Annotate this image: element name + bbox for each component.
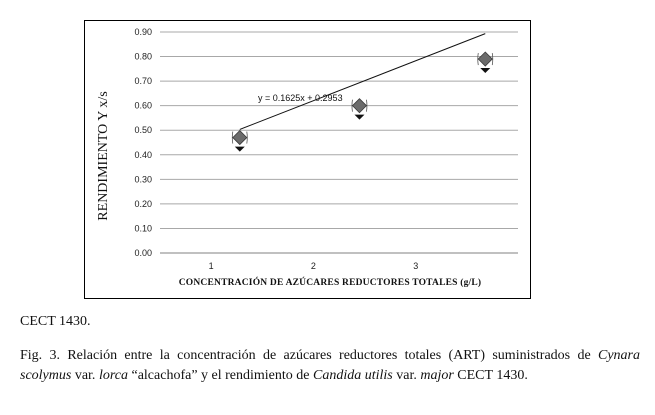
arrow-down-icon bbox=[354, 114, 365, 120]
data-point bbox=[477, 51, 494, 74]
diamond-marker bbox=[477, 51, 493, 67]
diamond-marker bbox=[351, 98, 368, 114]
arrow-down-icon bbox=[480, 68, 491, 74]
y-tick-label: 0.00 bbox=[134, 248, 152, 258]
caption-part: Fig. 3. Relación entre la concentración … bbox=[20, 348, 598, 363]
scatter-chart: 0.00 0.10 0.20 0.30 0.40 0.50 0.60 0.70 0.80 0.90… bbox=[96, 27, 518, 288]
x-tick-label: 2 bbox=[311, 261, 316, 271]
caption-part: “alcachofa” y el rendimiento de bbox=[127, 368, 313, 383]
x-tick-label: 3 bbox=[413, 261, 418, 271]
data-point bbox=[231, 130, 248, 152]
diamond-marker bbox=[232, 130, 248, 146]
caption-variety: lorca bbox=[98, 368, 128, 383]
y-tick-label: 0.20 bbox=[134, 199, 152, 209]
y-tick-label: 0.10 bbox=[134, 223, 152, 233]
x-tick-label: 1 bbox=[209, 261, 214, 271]
y-tick-label: 0.50 bbox=[134, 125, 152, 135]
x-axis-title: CONCENTRACIÓN DE AZÚCARES REDUCTORES TOT… bbox=[179, 276, 482, 288]
y-tick-label: 0.60 bbox=[134, 101, 152, 111]
figure-caption: Fig. 3. Relación entre la concentración … bbox=[20, 346, 640, 386]
data-point bbox=[351, 98, 368, 120]
caption-part: var. bbox=[71, 368, 99, 383]
y-tick-label: 0.40 bbox=[134, 150, 152, 160]
y-tick-label: 0.70 bbox=[134, 76, 152, 86]
y-tick-label: 0.30 bbox=[134, 174, 152, 184]
caption-part: CECT 1430. bbox=[453, 368, 528, 383]
caption-species: Cynara scolymus bbox=[20, 348, 640, 383]
trendline-equation: y = 0.1625x + 0.2953 bbox=[258, 93, 343, 103]
caption-species: Candida utilis bbox=[313, 368, 393, 383]
trendline bbox=[239, 33, 486, 130]
strain-label: CECT 1430. bbox=[20, 314, 91, 329]
arrow-down-icon bbox=[234, 146, 245, 152]
y-tick-label: 0.90 bbox=[134, 27, 152, 37]
caption-variety: major bbox=[420, 368, 454, 383]
chart-frame: 0.00 0.10 0.20 0.30 0.40 0.50 0.60 0.70 0.80 0.90… bbox=[84, 20, 531, 299]
y-tick-label: 0.80 bbox=[134, 52, 152, 62]
y-axis-title: RENDIMIENTO Y x/s bbox=[96, 91, 111, 220]
caption-part: var. bbox=[392, 368, 421, 383]
